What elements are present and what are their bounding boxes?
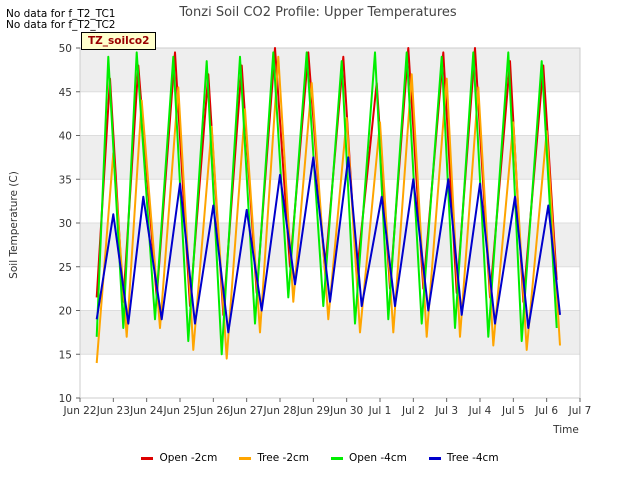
site-tag: TZ_soilco2: [81, 32, 157, 50]
x-tick-label: Jul 4: [468, 405, 492, 417]
series-line-open-4cm: [95, 51, 558, 356]
legend-item-tree-4cm[interactable]: Tree -4cm: [428, 452, 499, 464]
legend-item-tree-2cm[interactable]: Tree -2cm: [239, 452, 309, 464]
y-tick-label: 25: [59, 262, 72, 274]
legend-swatch-tree-2cm: [239, 456, 252, 460]
x-tick-label: Jun 25: [162, 405, 196, 417]
legend-swatch-tree-4cm: [428, 456, 441, 460]
legend-item-open-4cm[interactable]: Open -4cm: [331, 452, 407, 464]
x-axis-label: Time: [552, 424, 579, 436]
x-tick-label: Jul 5: [501, 405, 525, 417]
series-line-tree-4cm: [95, 156, 561, 334]
x-tick-label: Jun 22: [62, 405, 96, 417]
no-data-note-2: No data for f_T2_TC2: [6, 19, 116, 31]
plot-band: [80, 91, 580, 136]
y-axis-label: Soil Temperature (C): [8, 171, 20, 279]
x-tick-label: Jul 7: [568, 405, 592, 417]
series-line-tree-2cm: [95, 55, 561, 364]
x-tick-label: Jul 2: [401, 405, 425, 417]
legend-label-tree-2cm: Tree -2cm: [257, 452, 309, 464]
x-tick-label: Jun 28: [262, 405, 296, 417]
y-tick-label: 45: [59, 87, 72, 99]
legend: Open -2cm Tree -2cm Open -4cm Tree -4cm: [0, 452, 640, 464]
plot-band: [80, 48, 580, 92]
legend-label-open-4cm: Open -4cm: [349, 452, 407, 464]
series-lines: [95, 47, 561, 364]
x-tick-label: Jul 6: [534, 405, 558, 417]
plot-band: [80, 354, 580, 398]
legend-item-open-2cm[interactable]: Open -2cm: [141, 452, 217, 464]
legend-label-open-2cm: Open -2cm: [159, 452, 218, 464]
x-tick-label: Jun 24: [129, 405, 163, 417]
y-tick-label: 15: [59, 349, 72, 361]
x-tick-label: Jun 26: [196, 405, 230, 417]
legend-swatch-open-4cm: [331, 456, 343, 460]
x-tick-label: Jun 23: [96, 405, 130, 417]
x-tick-label: Jul 1: [368, 405, 392, 417]
chart-title: Tonzi Soil CO2 Profile: Upper Temperatur…: [178, 5, 457, 20]
x-axis-ticks: Jun 22 Jun 23 Jun 24 Jun 25 Jun 26 Jun 27 Jun …: [62, 398, 591, 417]
x-tick-label: Jun 29: [296, 405, 330, 417]
y-tick-label: 35: [59, 174, 72, 186]
x-tick-label: Jun 30: [329, 405, 363, 417]
no-data-note-1: No data for f_T2_TC1: [6, 8, 116, 20]
legend-label-tree-4cm: Tree -4cm: [446, 452, 499, 464]
y-tick-label: 30: [59, 218, 72, 230]
y-axis-ticks: 10 15 20 25 30 35 40 45 50: [59, 43, 80, 405]
y-tick-label: 50: [59, 43, 72, 55]
x-tick-label: Jun 27: [229, 405, 263, 417]
y-tick-label: 40: [59, 131, 72, 143]
y-tick-label: 10: [59, 393, 72, 405]
legend-swatch-open-2cm: [141, 456, 154, 460]
y-tick-label: 20: [59, 306, 72, 318]
plot-band: [80, 135, 580, 180]
x-tick-label: Jul 3: [434, 405, 458, 417]
